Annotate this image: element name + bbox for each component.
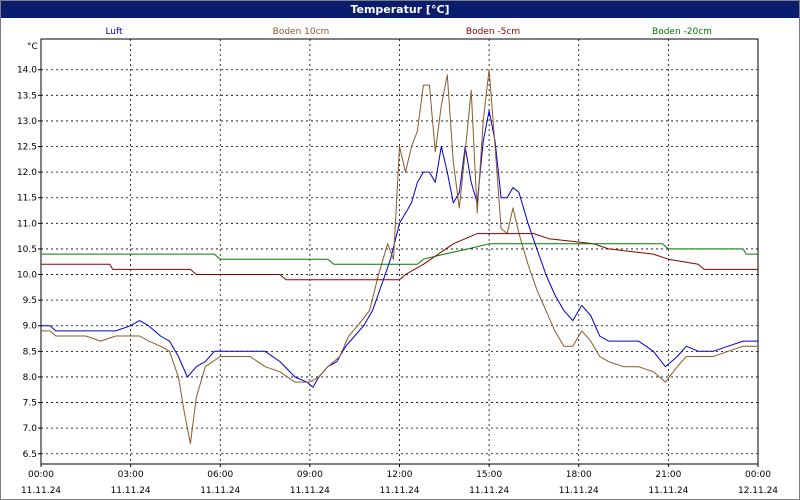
series-layer [41,69,758,444]
x-tick-date: 11.11.24 [111,486,151,496]
y-tick-label: 10.5 [17,245,37,255]
legend: Luft Boden 10cm Boden -5cm Boden -20cm [105,27,712,37]
x-tick-date: 11.11.24 [290,486,330,496]
x-tick-time: 18:00 [566,470,592,480]
y-tick-label: 9.5 [23,296,37,306]
y-tick-label: 11.5 [17,194,37,204]
x-tick-time: 06:00 [207,470,233,480]
y-tick-label: 11.0 [17,219,37,229]
series-line-boden-5cm [41,233,758,281]
chart-title: Temperatur [°C] [1,1,799,18]
x-tick-date: 11.11.24 [559,486,599,496]
series-line-luft [41,110,758,388]
legend-item-luft: Luft [105,27,123,37]
x-tick-date: 11.11.24 [21,486,61,496]
y-tick-label: 13.0 [17,117,37,127]
y-tick-label: 7.0 [23,424,38,434]
x-tick-time: 21:00 [655,470,681,480]
x-tick-date: 11.11.24 [469,486,509,496]
legend-item-boden-20cm: Boden -20cm [652,27,712,37]
x-tick-date: 11.11.24 [200,486,240,496]
legend-item-boden-5cm: Boden -5cm [466,27,520,37]
series-line-boden-20cm [41,243,758,265]
y-tick-label: 9.0 [23,322,38,332]
grid [40,39,759,464]
legend-item-boden-10cm: Boden 10cm [273,27,330,37]
y-tick-label: 13.5 [17,91,37,101]
x-tick-date: 11.11.24 [379,486,419,496]
y-tick-label: 6.5 [23,450,37,460]
y-tick-label: 8.5 [23,347,37,357]
y-tick-label: 7.5 [23,399,37,409]
y-tick-label: 12.5 [17,143,37,153]
y-tick-label: 8.0 [23,373,38,383]
x-tick-time: 09:00 [297,470,323,480]
x-tick-time: 12:00 [387,470,413,480]
series-line-boden-10cm [41,69,758,444]
axes: 6.5 7.0 7.5 8.0 8.5 9.0 9.5 10.0 10.5 11.0 11.5 12.… [17,38,778,496]
x-tick-time: 03:00 [118,470,144,480]
y-tick-label: 10.0 [17,271,37,281]
x-tick-time: 00:00 [745,470,771,480]
x-tick-date: 12.11.24 [738,486,778,496]
x-tick-date: 11.11.24 [648,486,688,496]
x-tick-time: 00:00 [28,470,54,480]
x-tick-time: 15:00 [476,470,502,480]
y-tick-label: 12.0 [17,168,37,178]
y-tick-label: 14.0 [17,66,37,76]
y-axis-unit: °C [27,42,38,52]
